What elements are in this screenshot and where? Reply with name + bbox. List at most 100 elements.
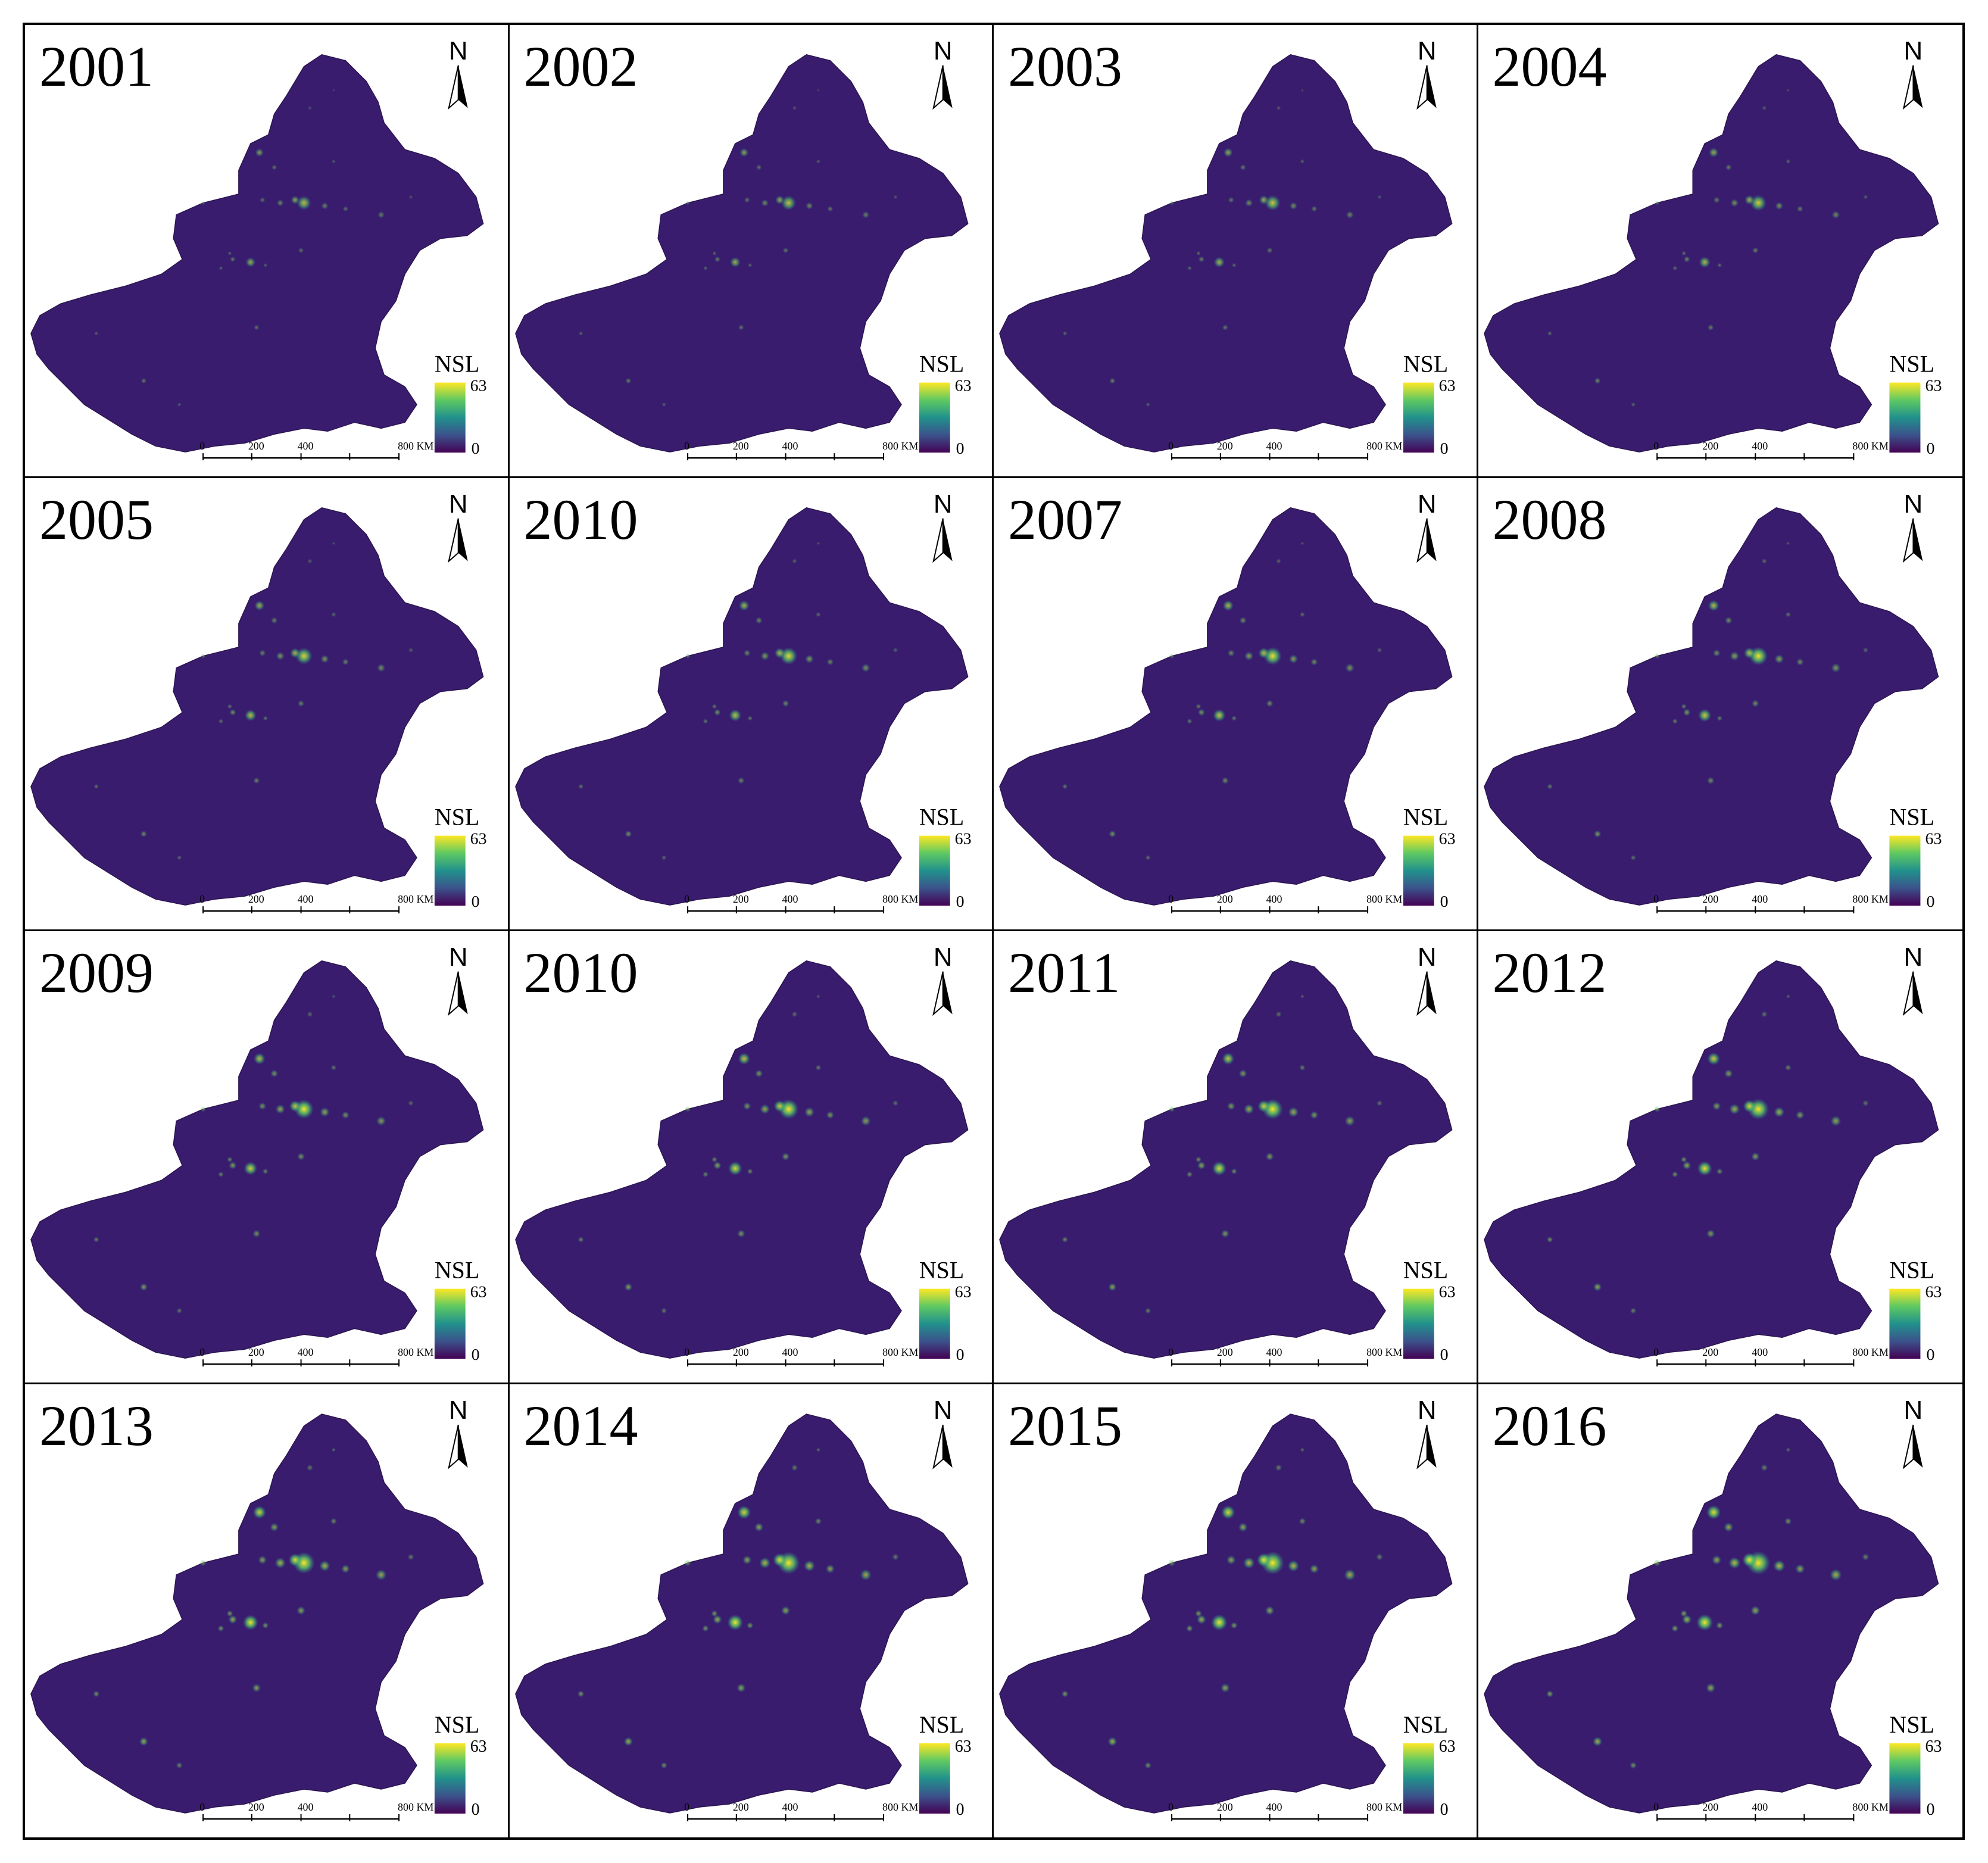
light-spot [289, 1100, 301, 1112]
panel-year-label: 2003 [1008, 35, 1122, 98]
light-spot [1062, 1236, 1068, 1243]
light-spot [141, 377, 147, 384]
panel-year-label: 2011 [1008, 941, 1121, 1004]
light-spot [1830, 663, 1840, 673]
light-spot [407, 1553, 414, 1561]
light-spot [1730, 199, 1739, 207]
light-spot [1244, 1104, 1254, 1115]
light-spot [826, 205, 833, 212]
light-spot [176, 855, 182, 860]
scale-bar: 0 200 400 800 KM [199, 1801, 433, 1821]
svg-text:200: 200 [1702, 1801, 1718, 1813]
light-spot [1265, 195, 1281, 211]
svg-text:200: 200 [248, 1346, 264, 1358]
light-spot [1861, 1553, 1869, 1561]
light-spot [781, 1152, 789, 1161]
light-spot [1724, 1069, 1733, 1078]
light-spot [685, 653, 690, 659]
region-outline [999, 507, 1453, 906]
light-spot [1300, 159, 1305, 164]
light-spot [1728, 1103, 1740, 1115]
light-spot [331, 159, 336, 164]
svg-text:0: 0 [1440, 1346, 1449, 1364]
light-spot [1653, 653, 1660, 659]
svg-text:400: 400 [298, 440, 314, 452]
light-spot [1546, 784, 1553, 789]
scale-bar: 0 200 400 800 KM [1653, 1346, 1889, 1367]
region-outline [1483, 507, 1939, 906]
light-spot [227, 1156, 233, 1163]
light-spot [1275, 1011, 1282, 1018]
light-spot [263, 263, 268, 267]
region-outline [30, 960, 484, 1359]
svg-text:800 KM: 800 KM [882, 893, 918, 905]
svg-text:800 KM: 800 KM [1852, 1346, 1889, 1358]
light-spot [774, 648, 785, 659]
light-spot [1213, 257, 1225, 268]
light-spot [93, 784, 99, 789]
light-spot [244, 709, 257, 722]
light-spot [738, 1053, 750, 1065]
light-spot [1299, 1064, 1306, 1071]
light-spot [814, 1065, 821, 1071]
light-spot [737, 777, 745, 784]
svg-text:800 KM: 800 KM [1852, 440, 1889, 452]
region-outline [999, 960, 1453, 1359]
light-spot [860, 1116, 871, 1126]
light-spot [1309, 1564, 1319, 1574]
light-spot [739, 148, 748, 157]
svg-text:200: 200 [732, 1801, 748, 1813]
panel-year-label: 2013 [39, 1394, 154, 1458]
svg-text:0: 0 [472, 1346, 480, 1364]
light-spot [754, 1522, 763, 1532]
svg-text:400: 400 [1752, 893, 1768, 905]
svg-text:NSL: NSL [1403, 1257, 1448, 1284]
svg-text:NSL: NSL [919, 351, 963, 377]
light-spot [200, 653, 206, 659]
region-outline [999, 1413, 1453, 1814]
svg-text:400: 400 [782, 893, 798, 905]
panel-year-label: 2012 [1492, 941, 1607, 1004]
light-spot [1239, 616, 1247, 625]
light-spot [375, 1569, 387, 1581]
svg-text:0: 0 [199, 440, 205, 452]
panel-year-label: 2010 [523, 941, 638, 1004]
svg-text:NSL: NSL [435, 1257, 479, 1284]
light-spot [1831, 210, 1840, 219]
light-spot [1186, 1625, 1193, 1632]
light-spot [408, 647, 414, 653]
map-panel: N NSL 63 0 0 200 400 800 KM 2010 [509, 931, 994, 1384]
light-spot [1376, 1553, 1383, 1561]
light-spot [1227, 649, 1235, 657]
light-spot [1226, 1555, 1236, 1565]
light-spot [738, 324, 744, 330]
svg-text:63: 63 [954, 1737, 971, 1756]
light-spot [1592, 1737, 1602, 1746]
svg-text:N: N [933, 1396, 952, 1425]
light-spot [177, 402, 182, 407]
light-spot [1775, 202, 1783, 210]
light-spot [1196, 703, 1201, 710]
map-panel: N NSL 63 0 0 200 400 800 KM 2011 [994, 931, 1478, 1384]
light-spot [1774, 654, 1784, 664]
svg-text:NSL: NSL [1403, 804, 1448, 831]
light-spot [270, 1522, 279, 1532]
light-spot [1705, 1683, 1715, 1693]
light-spot [826, 1111, 834, 1119]
light-spot [773, 1100, 786, 1112]
light-spot [330, 1065, 337, 1071]
light-spot [1546, 1236, 1553, 1243]
svg-text:800 KM: 800 KM [1366, 440, 1402, 452]
region-outline [1483, 54, 1939, 453]
light-spot [258, 1555, 267, 1565]
svg-text:400: 400 [1752, 440, 1768, 452]
light-spot [229, 709, 236, 716]
light-spot [775, 195, 784, 205]
light-spot [862, 211, 869, 219]
svg-text:63: 63 [1439, 830, 1456, 848]
svg-text:0: 0 [1653, 1346, 1659, 1358]
